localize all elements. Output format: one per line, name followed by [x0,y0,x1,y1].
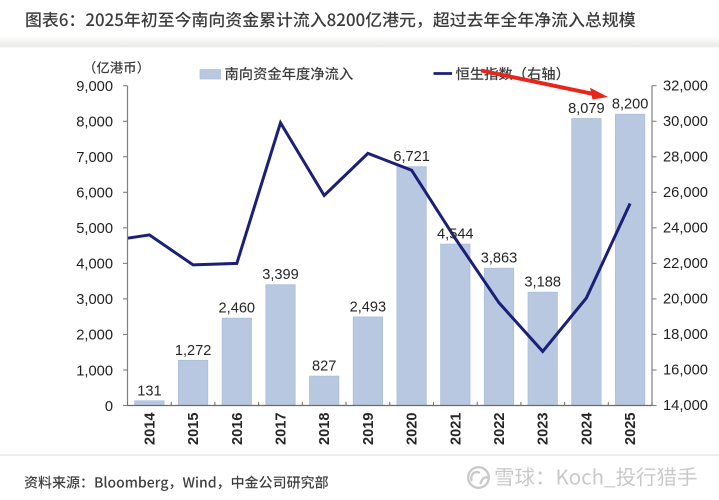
svg-text:1,272: 1,272 [175,343,212,359]
svg-text:18,000: 18,000 [663,327,708,343]
svg-text:5,000: 5,000 [76,221,113,237]
svg-text:2025: 2025 [623,413,639,445]
svg-text:0: 0 [105,399,113,415]
svg-text:14,000: 14,000 [663,398,708,414]
svg-text:2,000: 2,000 [76,328,113,344]
svg-text:6,721: 6,721 [393,149,430,165]
svg-text:28,000: 28,000 [663,150,708,166]
svg-text:2022: 2022 [492,413,508,445]
svg-text:2017: 2017 [274,413,290,445]
svg-text:32,000: 32,000 [663,78,708,94]
svg-text:3,399: 3,399 [262,267,299,283]
svg-text:1,000: 1,000 [76,363,113,379]
svg-text:3,188: 3,188 [524,275,561,291]
svg-text:2016: 2016 [230,413,246,445]
svg-text:2024: 2024 [579,412,595,445]
svg-text:2023: 2023 [536,413,552,445]
svg-text:26,000: 26,000 [663,185,708,201]
svg-text:30,000: 30,000 [663,114,708,130]
svg-text:2019: 2019 [361,413,377,445]
svg-text:8,079: 8,079 [568,101,605,117]
svg-text:4,544: 4,544 [437,227,474,243]
svg-text:2018: 2018 [317,413,333,445]
svg-text:2,493: 2,493 [350,299,387,315]
svg-text:2021: 2021 [448,413,464,445]
svg-text:20,000: 20,000 [663,292,708,308]
svg-text:2014: 2014 [142,412,158,445]
svg-text:2015: 2015 [186,413,202,445]
svg-text:24,000: 24,000 [663,221,708,237]
svg-text:131: 131 [137,383,161,399]
svg-text:7,000: 7,000 [76,150,113,166]
svg-text:8,000: 8,000 [76,115,113,131]
svg-text:9,000: 9,000 [76,79,113,95]
svg-text:6,000: 6,000 [76,186,113,202]
svg-text:827: 827 [312,359,336,375]
svg-text:2,460: 2,460 [219,301,256,317]
svg-text:22,000: 22,000 [663,256,708,272]
svg-text:3,863: 3,863 [481,251,518,267]
svg-text:4,000: 4,000 [76,257,113,273]
svg-text:3,000: 3,000 [76,292,113,308]
svg-text:16,000: 16,000 [663,363,708,379]
svg-text:8,200: 8,200 [612,97,649,113]
svg-text:2020: 2020 [405,413,421,445]
